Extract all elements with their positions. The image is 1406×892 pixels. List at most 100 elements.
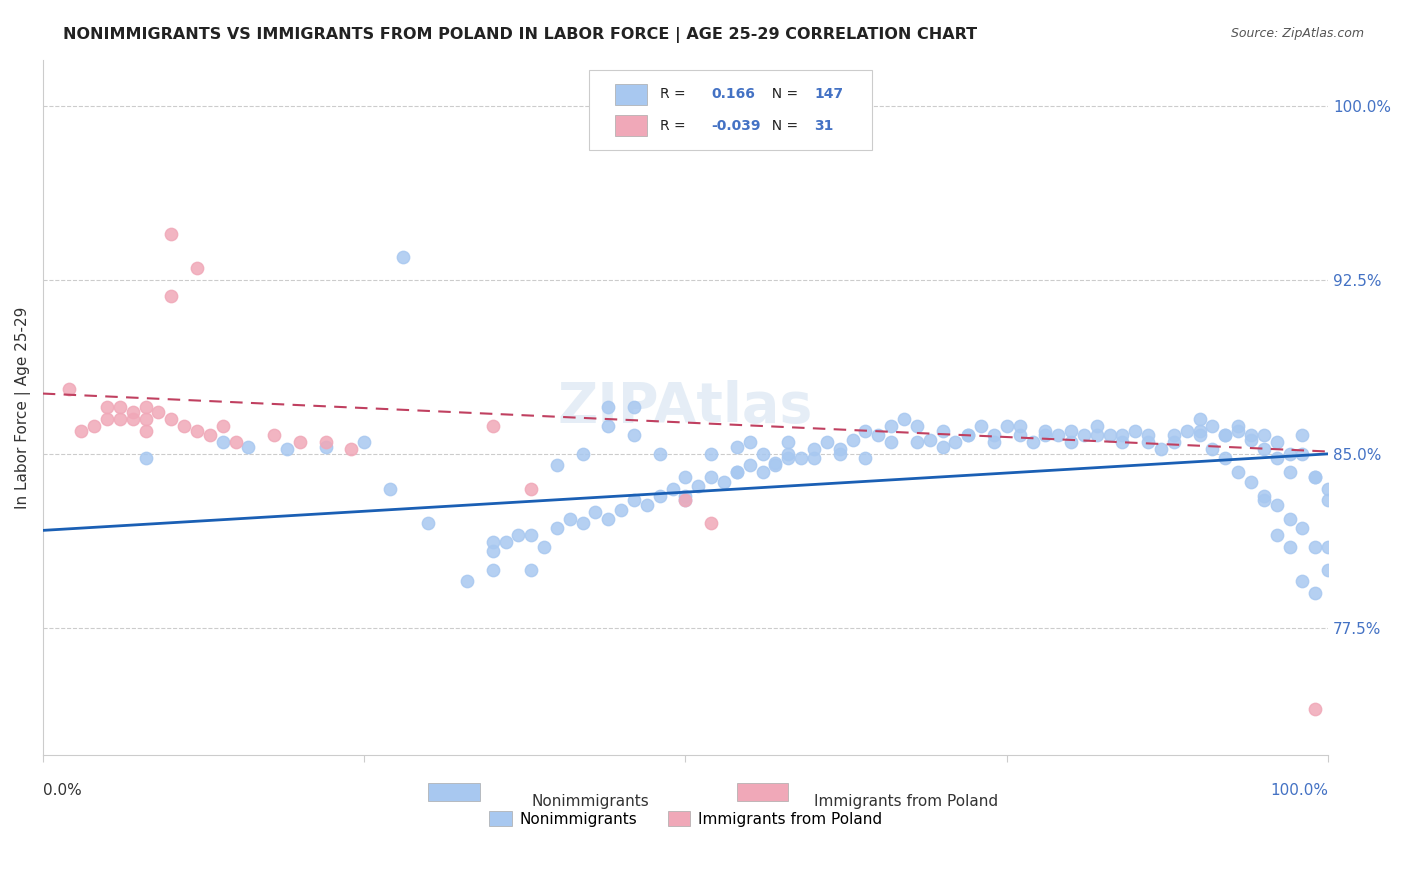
Text: 100.0%: 100.0%	[1270, 783, 1329, 798]
Point	[1291, 447, 1313, 461]
Bar	[429, 783, 479, 800]
Point	[238, 440, 260, 454]
Point	[751, 447, 773, 461]
Bar	[614, 84, 647, 105]
Point	[160, 289, 183, 303]
Point	[108, 401, 131, 415]
Point	[995, 419, 1018, 434]
Point	[558, 512, 581, 526]
Point	[1163, 428, 1185, 442]
Point	[970, 419, 993, 434]
Point	[1227, 424, 1250, 438]
Point	[1150, 442, 1173, 457]
Point	[211, 435, 233, 450]
Point	[738, 458, 761, 473]
Point	[931, 440, 953, 454]
Point	[598, 419, 620, 434]
Point	[481, 563, 503, 577]
Point	[828, 447, 851, 461]
Point	[778, 435, 800, 450]
Point	[1123, 424, 1146, 438]
Point	[661, 482, 683, 496]
Point	[1035, 428, 1057, 442]
Point	[1047, 428, 1070, 442]
Point	[675, 470, 697, 484]
Point	[198, 428, 221, 442]
Point	[610, 502, 633, 516]
Point	[546, 521, 568, 535]
Point	[738, 435, 761, 450]
Point	[1265, 451, 1288, 466]
Point	[1317, 482, 1340, 496]
Point	[700, 470, 723, 484]
Point	[1008, 419, 1031, 434]
Text: NONIMMIGRANTS VS IMMIGRANTS FROM POLAND IN LABOR FORCE | AGE 25-29 CORRELATION C: NONIMMIGRANTS VS IMMIGRANTS FROM POLAND …	[63, 27, 977, 43]
Point	[1085, 428, 1108, 442]
Point	[945, 435, 967, 450]
Point	[803, 451, 825, 466]
Point	[636, 498, 658, 512]
Text: Nonimmigrants: Nonimmigrants	[531, 794, 650, 809]
Point	[1188, 428, 1211, 442]
Point	[1111, 428, 1133, 442]
Point	[983, 435, 1005, 450]
Point	[96, 412, 118, 426]
Point	[121, 412, 143, 426]
Point	[1098, 428, 1121, 442]
Point	[688, 479, 710, 493]
Point	[623, 401, 645, 415]
Point	[1188, 412, 1211, 426]
Point	[1291, 521, 1313, 535]
Point	[1240, 475, 1263, 489]
Point	[135, 424, 157, 438]
Point	[778, 451, 800, 466]
Point	[918, 433, 941, 447]
Point	[700, 447, 723, 461]
Point	[983, 428, 1005, 442]
Point	[623, 428, 645, 442]
Point	[1253, 489, 1275, 503]
Point	[160, 412, 183, 426]
Point	[1265, 498, 1288, 512]
Point	[675, 489, 697, 503]
Point	[340, 442, 363, 457]
Point	[893, 412, 915, 426]
Point	[725, 440, 748, 454]
Point	[1035, 424, 1057, 438]
Point	[765, 456, 787, 470]
Point	[855, 451, 877, 466]
Point	[725, 466, 748, 480]
Point	[520, 482, 543, 496]
Point	[211, 419, 233, 434]
Y-axis label: In Labor Force | Age 25-29: In Labor Force | Age 25-29	[15, 306, 31, 508]
Point	[623, 493, 645, 508]
Point	[148, 405, 170, 419]
Point	[905, 419, 928, 434]
Point	[1060, 435, 1083, 450]
Point	[828, 442, 851, 457]
Point	[648, 447, 671, 461]
Point	[263, 428, 285, 442]
Point	[481, 419, 503, 434]
Point	[495, 535, 517, 549]
Point	[1111, 435, 1133, 450]
Point	[1021, 435, 1043, 450]
Point	[1303, 540, 1326, 554]
Text: ZIPAtlas: ZIPAtlas	[558, 381, 813, 434]
Point	[700, 516, 723, 531]
Point	[675, 493, 697, 508]
Point	[713, 475, 735, 489]
Text: R =: R =	[659, 119, 690, 133]
Point	[1278, 540, 1301, 554]
Point	[1253, 428, 1275, 442]
Point	[778, 447, 800, 461]
Point	[648, 489, 671, 503]
Point	[276, 442, 298, 457]
Point	[585, 505, 607, 519]
Point	[1201, 442, 1223, 457]
Point	[83, 419, 105, 434]
Text: Source: ZipAtlas.com: Source: ZipAtlas.com	[1230, 27, 1364, 40]
Point	[1303, 470, 1326, 484]
Point	[1317, 563, 1340, 577]
Point	[1240, 428, 1263, 442]
